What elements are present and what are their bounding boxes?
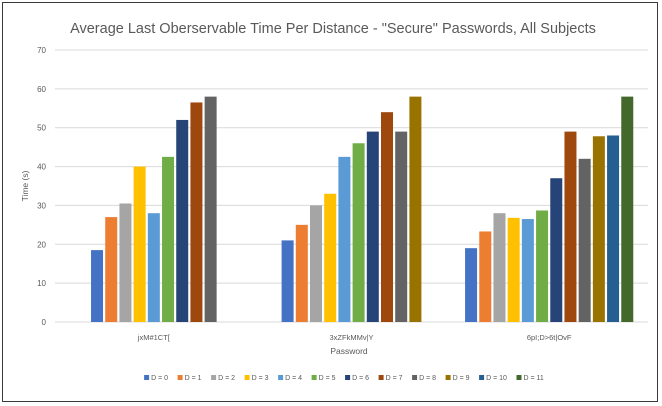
bar-1-d4 — [147, 213, 160, 322]
legend-swatch — [177, 375, 183, 380]
legend-swatch — [378, 375, 384, 380]
chart-title: Average Last Oberservable Time Per Dista… — [70, 21, 596, 37]
x-axis-categories: jxM#1CT[ 3xZFkMMv|Y 6pI;D>6t|OvF — [137, 333, 572, 342]
legend-item: D = 9 — [445, 375, 470, 382]
y-tick-label: 50 — [37, 124, 46, 133]
legend-swatch — [516, 375, 522, 380]
legend-swatch — [479, 375, 485, 380]
legend-swatch — [144, 375, 150, 380]
legend-label: D = 11 — [524, 375, 544, 382]
legend-label: D = 5 — [319, 375, 336, 382]
bar-3-d10 — [607, 135, 620, 322]
y-tick-label: 60 — [37, 85, 46, 94]
bar-3-d3 — [507, 217, 520, 322]
y-tick-label: 40 — [37, 163, 46, 172]
legend-item: D = 3 — [244, 375, 269, 382]
legend-item: D = 0 — [144, 375, 168, 382]
bar-1-d1 — [105, 217, 118, 322]
bar-2-d6 — [366, 131, 379, 322]
legend-label: D = 1 — [185, 375, 202, 382]
y-axis-title: Time (s) — [20, 170, 30, 201]
legend-label: D = 4 — [285, 375, 302, 382]
legend-swatch — [345, 375, 351, 380]
y-tick-label: 70 — [37, 46, 46, 55]
y-axis-ticks: 0 10 20 30 40 50 60 70 — [37, 46, 46, 327]
bar-2-d1 — [295, 224, 308, 322]
legend-label: D = 0 — [151, 375, 168, 382]
bar-2-d0 — [281, 240, 294, 322]
bar-3-d7 — [564, 131, 577, 322]
y-tick-label: 10 — [37, 279, 46, 288]
legend-item: D = 4 — [278, 375, 302, 382]
legend-swatch — [211, 375, 217, 380]
bar-2-d5 — [352, 143, 365, 322]
legend-label: D = 8 — [419, 375, 436, 382]
x-category-label: jxM#1CT[ — [137, 333, 171, 342]
legend-label: D = 7 — [386, 375, 403, 382]
y-tick-label: 30 — [37, 201, 46, 210]
legend-swatch — [244, 375, 250, 380]
bar-3-d11 — [621, 96, 634, 322]
bar-3-d4 — [521, 219, 534, 322]
bar-1-d6 — [176, 119, 189, 322]
legend-item: D = 7 — [378, 375, 403, 382]
legend-swatch — [412, 375, 418, 380]
legend-label: D = 9 — [453, 375, 470, 382]
legend-item: D = 2 — [211, 375, 235, 382]
bar-3-d8 — [578, 158, 591, 322]
bar-2-d8 — [395, 131, 408, 322]
bar-2-d4 — [338, 156, 351, 322]
legend-label: D = 3 — [252, 375, 269, 382]
legend-label: D = 10 — [486, 375, 507, 382]
legend-label: D = 2 — [218, 375, 235, 382]
legend-swatch — [311, 375, 317, 380]
legend-swatch — [278, 375, 284, 380]
bar-1-d8 — [204, 96, 217, 322]
x-category-label: 6pI;D>6t|OvF — [527, 333, 572, 342]
bar-3-d0 — [465, 248, 478, 322]
y-tick-label: 0 — [42, 318, 47, 327]
legend-item: D = 8 — [412, 375, 436, 382]
bar-1-d0 — [91, 250, 104, 322]
legend-item: D = 5 — [311, 375, 336, 382]
bars — [91, 96, 634, 323]
legend-item: D = 10 — [479, 375, 507, 382]
legend: D = 0 D = 1 D = 2 D = 3 D = 4 D = 5 D = 6 D = 7… — [144, 375, 544, 382]
legend-item: D = 1 — [177, 375, 202, 382]
legend-item: D = 11 — [516, 375, 544, 382]
bar-1-d2 — [119, 203, 132, 322]
bar-2-d3 — [324, 193, 337, 322]
bar-3-d5 — [536, 210, 549, 322]
y-tick-label: 20 — [37, 240, 46, 249]
bar-3-d2 — [493, 213, 506, 322]
bar-2-d2 — [310, 205, 322, 322]
legend-swatch — [445, 375, 451, 380]
bar-2-d7 — [381, 112, 393, 323]
bar-1-d7 — [190, 102, 203, 322]
legend-item: D = 6 — [345, 375, 369, 382]
bar-1-d3 — [133, 166, 146, 322]
legend-label: D = 6 — [352, 375, 369, 382]
bar-3-d9 — [592, 136, 605, 322]
bar-3-d1 — [479, 231, 492, 322]
bar-1-d5 — [162, 156, 175, 322]
bar-2-d9 — [409, 96, 422, 322]
x-axis-title: Password — [330, 346, 368, 356]
bar-3-d6 — [550, 178, 563, 322]
x-category-label: 3xZFkMMv|Y — [329, 333, 373, 342]
